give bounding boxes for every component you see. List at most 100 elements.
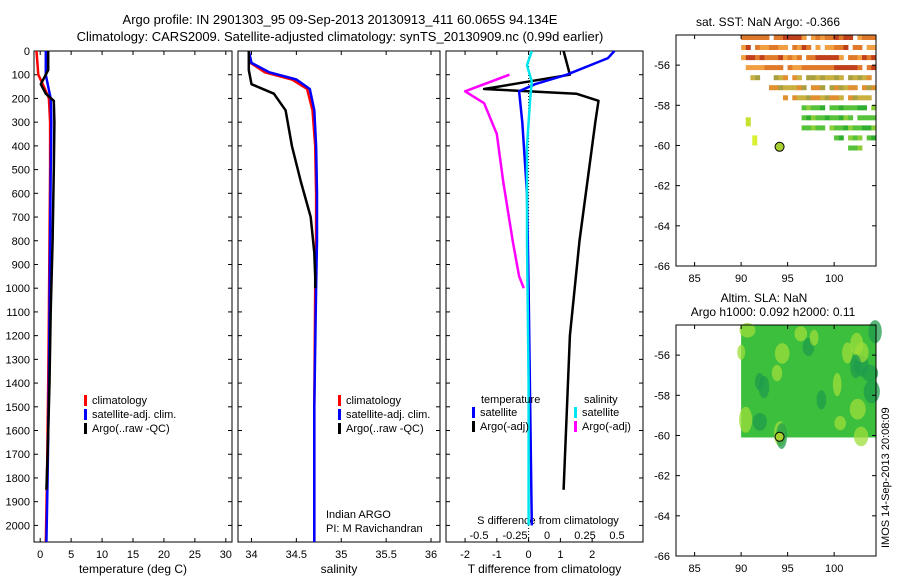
- sst-cell: [801, 105, 807, 111]
- sst-cell: [857, 75, 863, 81]
- sst-cell: [806, 95, 812, 101]
- sst-cell: [778, 55, 784, 61]
- sst-cell: [834, 95, 840, 101]
- salinity-satellite-line: [525, 50, 534, 526]
- sst-cell: [866, 85, 872, 91]
- sst-cell: [862, 85, 867, 91]
- sst-cell: [778, 85, 784, 91]
- sst-cell: [773, 35, 779, 40]
- x-axis-label: T difference from climatology: [468, 562, 622, 576]
- sst-cell: [759, 45, 765, 50]
- sst-cell: [857, 115, 863, 121]
- sst-cell: [848, 85, 854, 91]
- sst-cell: [862, 35, 867, 40]
- y-tick-label: 1900: [6, 497, 30, 509]
- sst-cell: [838, 125, 844, 131]
- x-tick-label: 35: [335, 549, 347, 561]
- sst-cell: [745, 45, 751, 50]
- sst-cell: [866, 115, 872, 121]
- sst-cell: [866, 75, 872, 81]
- x-tick-label: 5: [68, 549, 74, 561]
- sst-cell: [810, 35, 816, 40]
- sst-cell: [838, 55, 844, 61]
- sst-cell: [796, 35, 802, 40]
- sst-cell: [820, 95, 826, 101]
- header-line-2: Climatology: CARS2009. Satellite-adjuste…: [77, 29, 604, 44]
- y-tick-label: 0: [24, 46, 30, 58]
- sst-cell: [871, 115, 877, 121]
- sst-cell: [815, 35, 821, 40]
- sst-cell: [764, 35, 770, 40]
- sst-cell: [834, 65, 840, 71]
- x-tick-label: 100: [825, 563, 843, 575]
- sst-cell: [773, 85, 779, 91]
- map-background: [676, 35, 876, 266]
- x-tick-label: 34: [245, 549, 257, 561]
- sst-cell: [843, 115, 849, 121]
- sst-cell: [838, 35, 844, 40]
- legend-swatch: [84, 395, 87, 406]
- sst-cell: [857, 145, 863, 151]
- x-tick-label: 1: [557, 549, 563, 561]
- sst-cell: [824, 35, 830, 40]
- annotation: PI: M Ravichandran: [326, 523, 423, 535]
- sst-cell: [750, 65, 756, 71]
- y-tick-label: 300: [12, 117, 30, 129]
- y-tick-label: 400: [12, 141, 30, 153]
- sst-cell: [843, 45, 849, 50]
- y-tick-label: 1500: [6, 402, 30, 414]
- x-tick-label: 20: [158, 549, 170, 561]
- sst-cell: [829, 95, 835, 101]
- sst-cell: [806, 125, 812, 131]
- sst-cell: [824, 115, 830, 121]
- map-subtitle: Argo h1000: 0.092 h2000: 0.11: [691, 305, 856, 319]
- y-tick-label: 100: [12, 70, 30, 82]
- sst-cell: [829, 75, 835, 81]
- argo-position-marker: [774, 431, 785, 442]
- legend-entry: Argo(-adj): [582, 421, 631, 433]
- legend-entry: satellite: [582, 407, 619, 419]
- sst-cell: [801, 95, 807, 101]
- y-tick-label: 1000: [6, 283, 30, 295]
- x-tick-label: 35.5: [375, 549, 396, 561]
- sst-cell: [862, 55, 867, 61]
- sst-cell: [857, 135, 863, 141]
- y-tick-label: 600: [12, 188, 30, 200]
- sst-cell: [848, 75, 854, 81]
- sst-cell: [820, 35, 826, 40]
- sst-cell: [752, 135, 758, 146]
- map-frame: [675, 324, 877, 557]
- sst-cell: [801, 125, 807, 131]
- sst-cell: [806, 65, 812, 71]
- sst-cell: [783, 85, 788, 91]
- sst-cell: [838, 85, 844, 91]
- legend-swatch: [338, 409, 341, 420]
- sst-cell: [815, 125, 821, 131]
- sst-cell: [857, 65, 863, 71]
- sst-cell: [815, 55, 821, 61]
- sst-cell: [834, 135, 840, 141]
- y-tick-label: 1300: [6, 354, 30, 366]
- sst-cell: [848, 125, 854, 131]
- sst-cell: [820, 85, 826, 91]
- legend-swatch: [472, 407, 475, 418]
- sst-cell: [783, 95, 788, 101]
- sst-cell: [815, 115, 821, 121]
- sst-cell: [769, 85, 774, 91]
- sst-cell: [820, 125, 826, 131]
- x-tick-label: 2: [589, 549, 595, 561]
- sst-cell: [871, 105, 877, 111]
- y-tick-label: -60: [654, 430, 670, 442]
- sst-cell: [829, 65, 835, 71]
- legend-entry: Argo(..raw -QC): [346, 423, 424, 435]
- sst-cell: [783, 55, 788, 61]
- sst-cell: [764, 55, 770, 61]
- sst-cell: [806, 115, 812, 121]
- sla-anomaly: [849, 398, 866, 420]
- sla-anomaly: [850, 354, 862, 379]
- sst-cell: [829, 45, 835, 50]
- sst-cell: [806, 55, 812, 61]
- y-tick-label: -60: [654, 140, 670, 152]
- sst-cell: [871, 85, 877, 91]
